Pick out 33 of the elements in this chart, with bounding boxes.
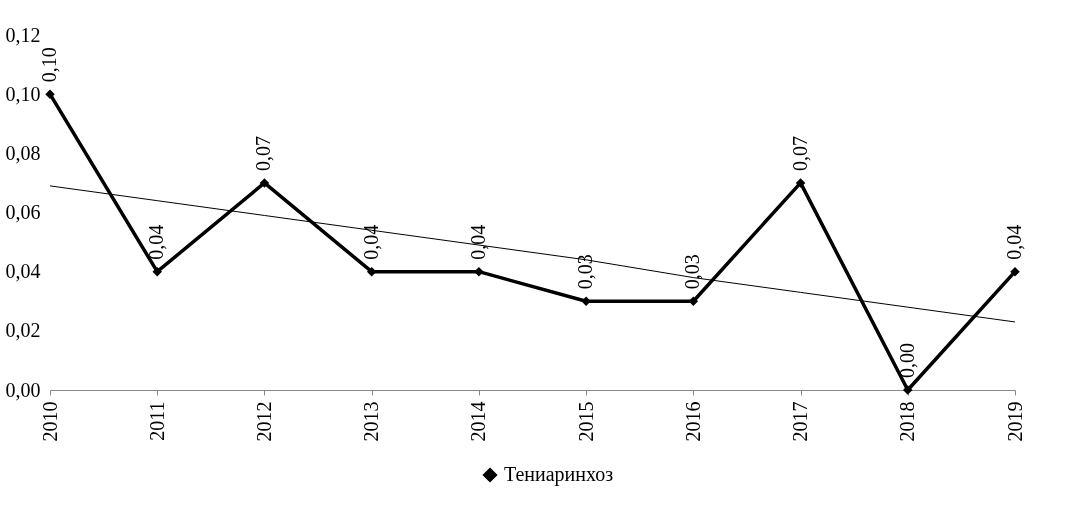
data-label: 0,04 (1003, 224, 1025, 260)
point (474, 266, 484, 277)
y-tick-label: 0,02 (5, 319, 41, 342)
point (1010, 266, 1020, 277)
y-tick-label: 0,04 (5, 260, 41, 283)
x-tick-label: 2017 (789, 401, 812, 442)
y-tick-label: 0,10 (5, 82, 41, 105)
data-label: 0,07 (788, 135, 811, 171)
x-tick-label: 2012 (252, 401, 275, 442)
x-tick-label: 2018 (896, 401, 919, 442)
data-label: 0,03 (574, 254, 597, 290)
y-tick-label: 0,08 (5, 141, 41, 164)
point (259, 178, 270, 188)
y-tick-label: 0,06 (5, 201, 41, 223)
x-tick-label: 2016 (681, 401, 704, 442)
data-label: 0,04 (145, 224, 168, 260)
x-tick-label: 2014 (467, 401, 490, 442)
x-tick-label: 2011 (145, 401, 168, 441)
x-tick-label: 2013 (360, 401, 383, 442)
x-tick-label: 2019 (1003, 401, 1026, 442)
point (581, 296, 591, 306)
point (152, 266, 162, 277)
data-label: 0,03 (681, 254, 704, 290)
x-tick-label: 2010 (38, 401, 61, 442)
legend-label: Тениаринхоз (504, 463, 614, 486)
point (795, 178, 806, 188)
x-tick-label: 2015 (574, 401, 597, 442)
data-label: 0,07 (252, 135, 275, 171)
data-label: 0,04 (359, 224, 382, 260)
y-tick-label: 0,12 (5, 23, 41, 46)
data-label: 0,04 (466, 224, 489, 260)
y-tick-label: 0,00 (5, 378, 41, 401)
data-label: 0,00 (895, 343, 918, 378)
